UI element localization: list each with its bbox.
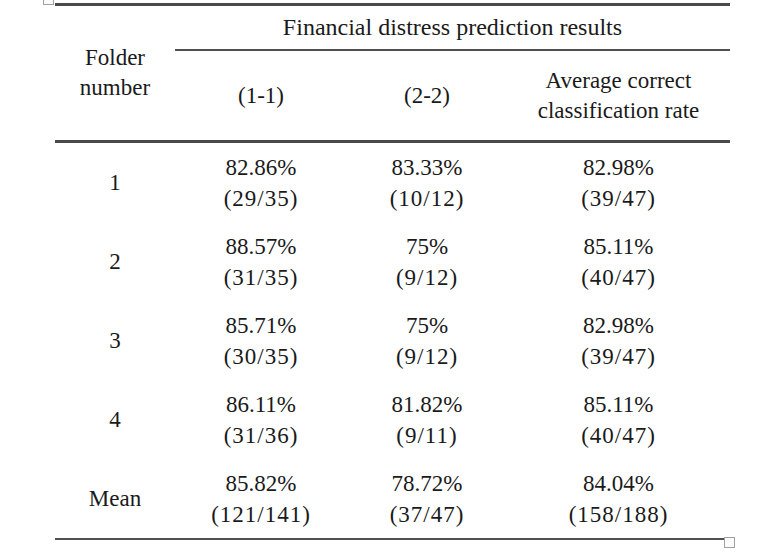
- result-cell: 85.71% (30/35): [175, 310, 347, 372]
- fraction-value: (37/47): [390, 499, 465, 530]
- result-cell: 85.11% (40/47): [507, 231, 730, 293]
- rate-value: 84.04%: [583, 468, 654, 499]
- table-bottom-border: [55, 538, 724, 540]
- folder-number-cell: 3: [55, 328, 175, 354]
- fraction-value: (40/47): [581, 262, 656, 293]
- result-cell: 84.04% (158/188): [507, 468, 730, 530]
- column-header-average-rate: Average correct classification rate: [507, 51, 730, 140]
- column-header-folder-number: Folder number: [55, 6, 175, 140]
- rate-value: 85.71%: [226, 310, 297, 341]
- rate-value: 85.82%: [226, 468, 297, 499]
- rate-value: 82.86%: [226, 152, 297, 183]
- rate-value: 86.11%: [226, 389, 296, 420]
- result-cell: 88.57% (31/35): [175, 231, 347, 293]
- table-row: 3 85.71% (30/35) 75% (9/12) 82.98% (39/4…: [55, 301, 730, 380]
- average-rate-header-line2: classification rate: [538, 96, 700, 126]
- result-cell: 83.33% (10/12): [347, 152, 507, 214]
- rate-value: 88.57%: [226, 231, 297, 262]
- table-row: 4 86.11% (31/36) 81.82% (9/11) 85.11% (4…: [55, 380, 730, 459]
- result-cell: 81.82% (9/11): [347, 389, 507, 451]
- result-cell: 82.86% (29/35): [175, 152, 347, 214]
- rate-value: 75%: [406, 231, 448, 262]
- result-cell: 82.98% (39/47): [507, 310, 730, 372]
- fraction-value: (30/35): [224, 341, 299, 372]
- rate-value: 78.72%: [392, 468, 463, 499]
- fraction-value: (31/35): [224, 262, 299, 293]
- fraction-value: (158/188): [569, 499, 669, 530]
- column-header-2-2: (2-2): [347, 51, 507, 140]
- rate-value: 83.33%: [392, 152, 463, 183]
- result-cell: 82.98% (39/47): [507, 152, 730, 214]
- rate-value: 75%: [406, 310, 448, 341]
- folder-number-cell: 1: [55, 170, 175, 196]
- folder-number-cell: Mean: [55, 486, 175, 512]
- result-cell: 86.11% (31/36): [175, 389, 347, 451]
- result-cell: 85.11% (40/47): [507, 389, 730, 451]
- fraction-value: (9/11): [396, 420, 457, 451]
- folder-number-cell: 2: [55, 249, 175, 275]
- fraction-value: (39/47): [581, 183, 656, 214]
- table-move-handle-icon[interactable]: [43, 0, 54, 5]
- fraction-value: (31/36): [224, 420, 299, 451]
- result-cell: 75% (9/12): [347, 231, 507, 293]
- fraction-value: (9/12): [396, 262, 458, 293]
- fraction-value: (121/141): [211, 499, 311, 530]
- table-resize-handle-icon[interactable]: [724, 537, 735, 548]
- fraction-value: (9/12): [396, 341, 458, 372]
- prediction-results-table: Folder number Financial distress predict…: [55, 3, 730, 540]
- rate-value: 81.82%: [392, 389, 463, 420]
- column-header-1-1: (1-1): [175, 51, 347, 140]
- rate-value: 82.98%: [583, 310, 654, 341]
- rate-value: 85.11%: [583, 389, 653, 420]
- folder-number-cell: 4: [55, 407, 175, 433]
- table-spanner-title: Financial distress prediction results: [175, 6, 730, 51]
- document-canvas: Folder number Financial distress predict…: [0, 0, 767, 556]
- table-row-mean: Mean 85.82% (121/141) 78.72% (37/47) 84.…: [55, 459, 730, 538]
- rate-value: 85.11%: [583, 231, 653, 262]
- average-rate-header-line1: Average correct: [546, 66, 692, 96]
- fraction-value: (10/12): [390, 183, 465, 214]
- table-row: 1 82.86% (29/35) 83.33% (10/12) 82.98% (…: [55, 143, 730, 222]
- fraction-value: (39/47): [581, 341, 656, 372]
- folder-header-line2: number: [80, 73, 150, 103]
- rate-value: 82.98%: [583, 152, 654, 183]
- table-row: 2 88.57% (31/35) 75% (9/12) 85.11% (40/4…: [55, 222, 730, 301]
- folder-header-line1: Folder: [85, 43, 145, 73]
- fraction-value: (29/35): [224, 183, 299, 214]
- fraction-value: (40/47): [581, 420, 656, 451]
- result-cell: 85.82% (121/141): [175, 468, 347, 530]
- result-cell: 75% (9/12): [347, 310, 507, 372]
- result-cell: 78.72% (37/47): [347, 468, 507, 530]
- table-header: Folder number Financial distress predict…: [55, 6, 730, 140]
